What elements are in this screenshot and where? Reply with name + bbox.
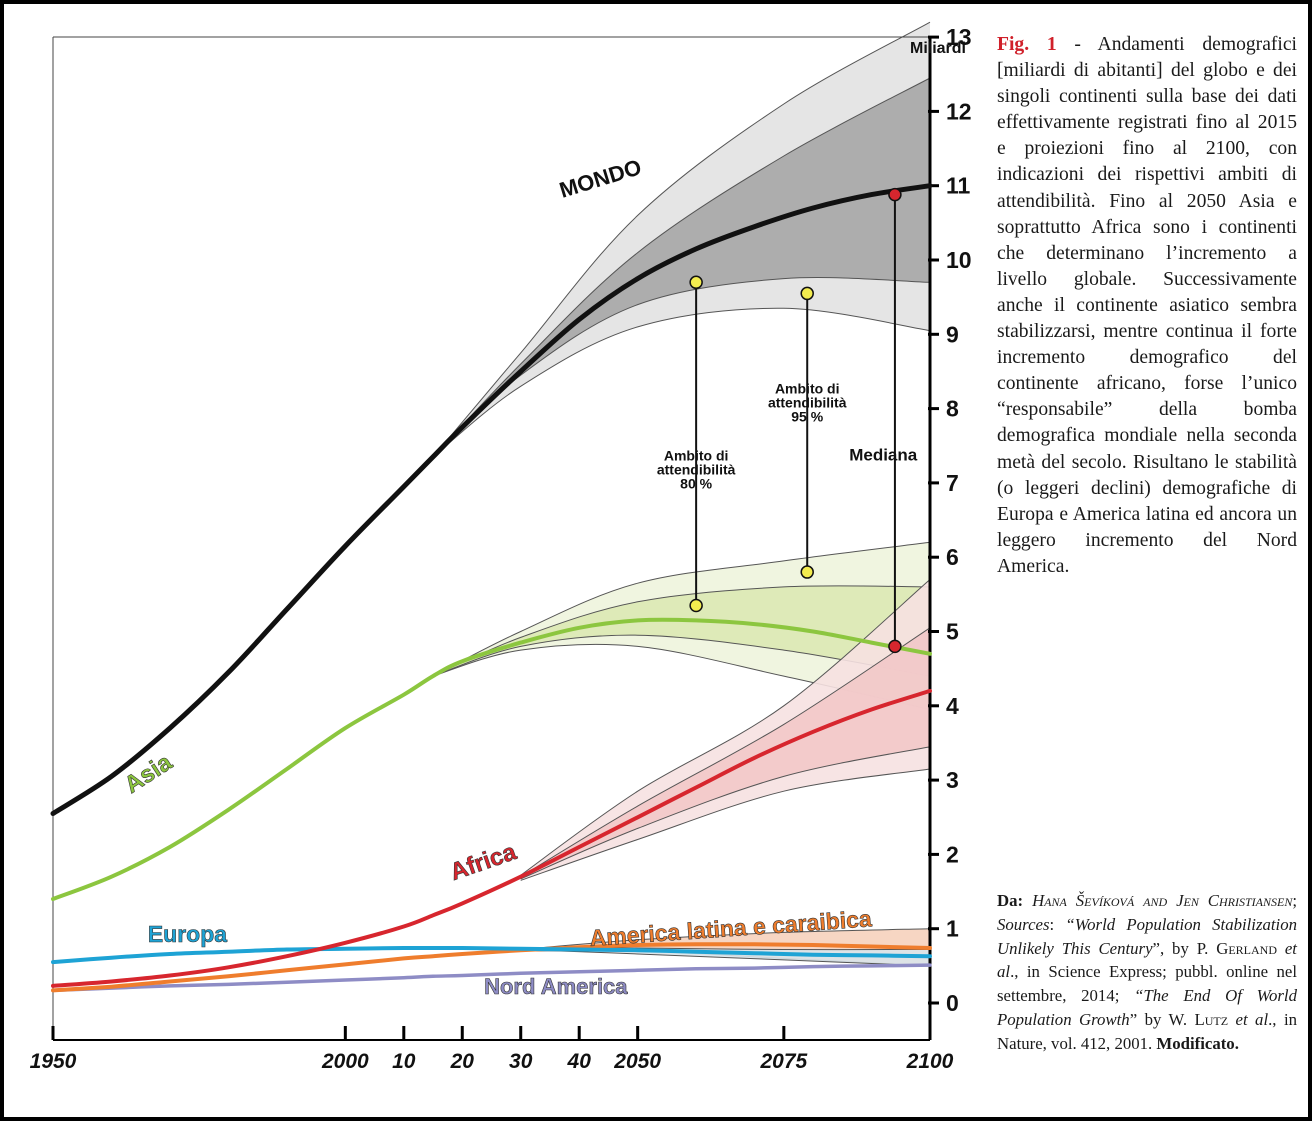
- figure-label: Fig. 1: [997, 34, 1057, 55]
- source-etal-1: et al: [997, 938, 1297, 982]
- y-tick-label: 2: [946, 841, 959, 867]
- source-author-1: Gerland: [1216, 938, 1277, 958]
- source-authors: Hana Ševíková and Jen Christiansen: [1032, 891, 1293, 910]
- series-lines: [50, 183, 933, 993]
- x-tick-label: 2050: [613, 1050, 661, 1073]
- source-sources-label: Sources: [997, 914, 1050, 934]
- band-upper-edge-world-1: [432, 77, 931, 458]
- band-upper-edge-africa-4: [520, 579, 931, 876]
- series-line-asia: [51, 617, 932, 901]
- source-author-2: Lutz: [1194, 1009, 1229, 1029]
- band-lower-edge-europa-7: [520, 949, 931, 967]
- x-tick-label: 20: [450, 1050, 475, 1073]
- x-tick-label: 30: [509, 1050, 533, 1073]
- band-upper-edge-asia-3: [432, 585, 931, 677]
- marker-dot-yellow: [800, 565, 814, 579]
- source-da: Da:: [997, 891, 1024, 910]
- band-lower-edge-africa-5: [520, 746, 931, 880]
- y-tick-label: 4: [946, 693, 959, 719]
- marker-dot-red: [888, 639, 902, 654]
- y-tick-label: 1: [946, 916, 959, 942]
- band-asia-80: [433, 585, 930, 677]
- band-africa-80: [520, 627, 930, 879]
- band-africa-95: [520, 579, 930, 881]
- source-by-1: ”, by P.: [1152, 938, 1217, 958]
- annotation-line: 80 %: [680, 476, 712, 492]
- source-pub-2: ., in Nature, vol. 412, 2001.: [997, 1009, 1297, 1053]
- band-world-80: [433, 78, 930, 457]
- source-modified: Modificato.: [1156, 1033, 1239, 1053]
- y-unit-label: Miliardi: [910, 40, 966, 57]
- source-by-2: ” by W.: [1129, 1009, 1195, 1029]
- x-tick-label: 10: [392, 1050, 416, 1073]
- annotation-line: attendibilità: [657, 462, 736, 478]
- source-etal-2: et al: [1235, 1009, 1269, 1029]
- series-line-africa: [51, 688, 932, 988]
- y-tick-label: 13: [946, 24, 972, 50]
- x-tick-label: 2075: [759, 1050, 807, 1073]
- marker-dot-red: [888, 187, 902, 202]
- source-title-1: “World Population Stabilization Unlikely…: [997, 914, 1297, 958]
- x-tick-label: 2100: [906, 1050, 954, 1073]
- x-tick-label: 2000: [321, 1050, 369, 1073]
- annotation-1: Ambito di attendibilità 95 %: [768, 381, 847, 425]
- x-tick-label: 40: [567, 1050, 592, 1073]
- band-lower-edge-world-0: [432, 307, 931, 458]
- y-tick-label: 10: [946, 247, 972, 273]
- y-tick-label: 12: [946, 98, 972, 124]
- annotation-0: Ambito di attendibilità 80 %: [657, 448, 736, 492]
- marker-dot-yellow: [689, 275, 703, 290]
- series-label-asia: Asia: [120, 748, 178, 799]
- series-line-world: [50, 183, 933, 816]
- y-tick-label: 3: [946, 767, 959, 793]
- y-tick-label: 0: [946, 990, 959, 1016]
- series-line-europa: [51, 945, 932, 965]
- series-label-europa: Europa: [148, 921, 227, 947]
- marker-dot-yellow: [689, 598, 703, 613]
- annotation-2: Mediana: [849, 446, 918, 465]
- figure-caption: Fig. 1 - Andamenti demografici [miliardi…: [997, 32, 1297, 580]
- y-tick-label: 6: [946, 544, 959, 570]
- annotation-line: Ambito di: [664, 448, 729, 464]
- series-line-nord_america: [51, 963, 932, 993]
- band-upper-edge-world-0: [432, 21, 931, 458]
- source-pub-1: ., in Science Express; pubbl. online nel…: [997, 962, 1297, 1006]
- band-upper-edge-asia-2: [432, 541, 931, 677]
- caption-text: - Andamenti demografici [miliardi di abi…: [997, 34, 1297, 577]
- source-title-2: “The End Of World Population Growth: [997, 986, 1297, 1029]
- series-label-africa: Africa: [447, 838, 521, 886]
- y-tick-label: 7: [946, 470, 959, 496]
- annotation-line: attendibilità: [768, 395, 847, 411]
- y-tick-label: 8: [946, 396, 959, 422]
- annotation-line: 95 %: [791, 409, 823, 425]
- annotations: Ambito di attendibilità 80 %Ambito di atten…: [657, 381, 918, 492]
- figure-source: Da: Hana Ševíková and Jen Christiansen; …: [997, 891, 1297, 1053]
- band-upper-edge-america_latina-6: [520, 928, 931, 950]
- band-lower-edge-africa-4: [520, 768, 931, 881]
- x-tick-label: 1950: [30, 1050, 77, 1073]
- y-tick-label: 9: [946, 321, 959, 347]
- annotation-line: Ambito di: [775, 381, 840, 397]
- band-upper-edge-africa-5: [520, 627, 931, 878]
- marker-dot-yellow: [800, 286, 814, 301]
- y-tick-label: 11: [946, 173, 971, 199]
- interval-markers: [689, 187, 902, 654]
- y-tick-label: 5: [946, 619, 959, 645]
- confidence-bands: [432, 21, 931, 967]
- series-label-nord_america: Nord America: [484, 974, 628, 999]
- series-label-world: MONDO: [556, 154, 644, 203]
- series-line-america_latina: [51, 942, 932, 993]
